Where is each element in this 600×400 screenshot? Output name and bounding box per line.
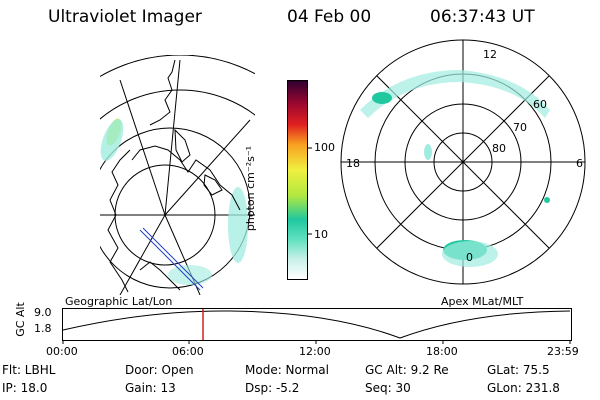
meridian bbox=[119, 79, 166, 216]
status-door: Door: Open bbox=[125, 363, 194, 377]
left-panel-caption: Geographic Lat/Lon bbox=[65, 295, 173, 308]
lat-circle-pole bbox=[114, 164, 216, 266]
colorbar-tick-10: 10 bbox=[314, 228, 328, 241]
timeline-x-tick-0600: 06:00 bbox=[172, 345, 204, 358]
status-filter: Flt: LBHL bbox=[2, 363, 56, 377]
polar-boundary bbox=[340, 39, 586, 285]
lat-label-70: 70 bbox=[513, 121, 527, 134]
mlt-label-6: 6 bbox=[576, 157, 583, 170]
aurora-emission-left bbox=[100, 118, 248, 285]
timeline-y-tick-max: 9.0 bbox=[34, 306, 52, 319]
lat-label-80: 80 bbox=[492, 142, 506, 155]
mlt-label-12: 12 bbox=[483, 48, 497, 61]
mlt-label-18: 18 bbox=[346, 157, 360, 170]
timeline-x-tick-1200: 12:00 bbox=[299, 345, 331, 358]
orbit-track bbox=[139, 227, 204, 291]
timeline-frame bbox=[62, 308, 572, 341]
polar-grid bbox=[340, 39, 586, 285]
status-glon: GLon: 231.8 bbox=[487, 381, 560, 395]
lat-circle-inner bbox=[100, 127, 251, 289]
lat-ring-70 bbox=[404, 103, 522, 221]
status-ip: IP: 18.0 bbox=[2, 381, 48, 395]
status-seq: Seq: 30 bbox=[365, 381, 411, 395]
lat-ring-80 bbox=[433, 132, 493, 192]
app-title: Ultraviolet Imager bbox=[48, 7, 202, 27]
status-gain: Gain: 13 bbox=[125, 381, 176, 395]
timeline-y-label: GC Alt bbox=[13, 302, 27, 337]
timeline-x-tick-0000: 00:00 bbox=[46, 345, 78, 358]
timeline-y-tick-min: 1.8 bbox=[34, 322, 52, 335]
aurora-emission-right bbox=[360, 70, 550, 267]
lat-label-60: 60 bbox=[533, 98, 547, 111]
mlt-label-0: 0 bbox=[466, 251, 473, 264]
timeline-x-tick-2359: 23:59 bbox=[547, 345, 579, 358]
meridian bbox=[164, 59, 181, 216]
timeline-x-tick-1800: 18:00 bbox=[426, 345, 458, 358]
status-glat: GLat: 75.5 bbox=[487, 363, 550, 377]
date-readout: 04 Feb 00 bbox=[287, 7, 372, 27]
status-mode: Mode: Normal bbox=[245, 363, 329, 377]
colorbar bbox=[287, 80, 308, 280]
right-panel-caption: Apex MLat/MLT bbox=[441, 295, 524, 308]
coastlines bbox=[107, 59, 241, 293]
status-dsp: Dsp: -5.2 bbox=[245, 381, 300, 395]
status-gc-alt: GC Alt: 9.2 Re bbox=[365, 363, 449, 377]
meridian bbox=[164, 119, 251, 216]
lat-ring-60 bbox=[374, 73, 552, 251]
colorbar-unit-label: photon cm⁻²s⁻¹ bbox=[244, 145, 258, 232]
time-readout: 06:37:43 UT bbox=[430, 7, 535, 27]
meridian bbox=[164, 214, 201, 295]
meridian bbox=[119, 214, 166, 295]
colorbar-tick-100: 100 bbox=[314, 141, 335, 154]
